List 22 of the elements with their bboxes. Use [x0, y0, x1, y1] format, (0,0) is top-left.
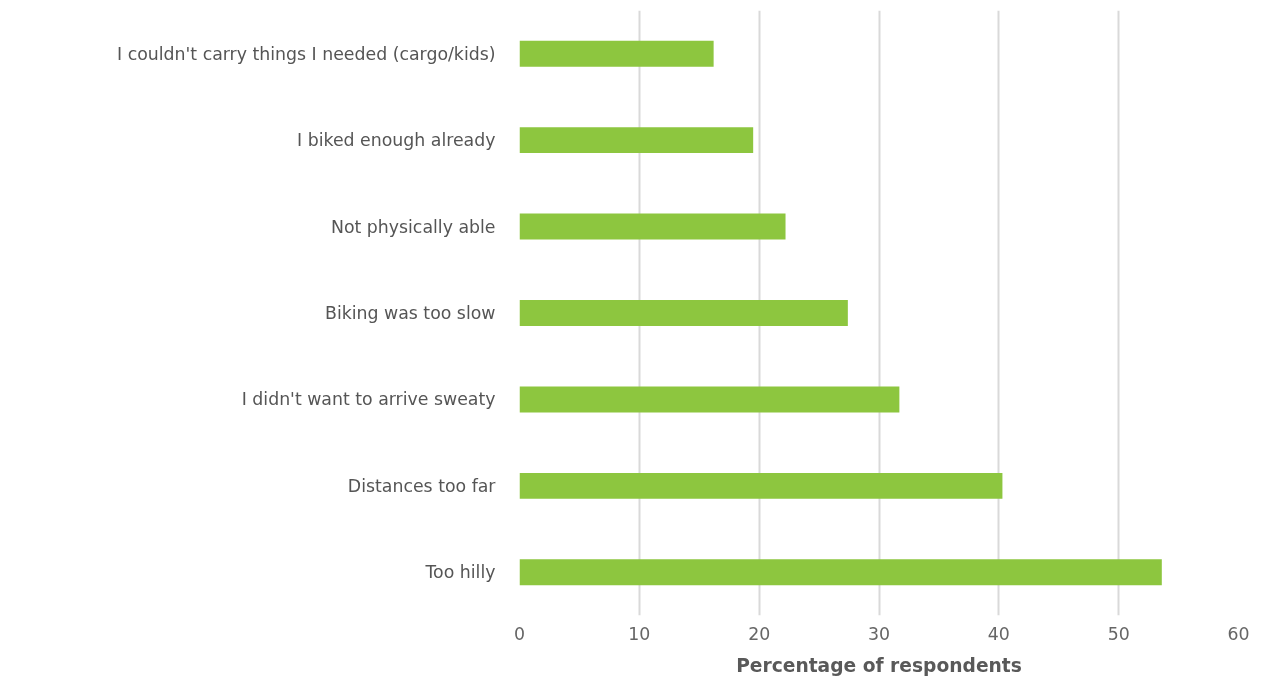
bar — [519, 300, 848, 326]
bar — [519, 386, 900, 413]
x-tick-label: 40 — [987, 623, 1010, 644]
x-tick-label: 30 — [867, 623, 891, 644]
y-tick-label: Distances too far — [347, 475, 497, 496]
x-tick-label: 10 — [628, 623, 651, 644]
bar — [519, 213, 786, 240]
bar — [519, 40, 714, 67]
y-tick-label: I biked enough already — [297, 130, 496, 151]
bar — [519, 472, 1003, 499]
bar — [519, 559, 1162, 586]
x-tick-label: 60 — [1227, 623, 1250, 644]
y-tick-label: Too hilly — [424, 562, 496, 583]
x-tick-label: 50 — [1107, 623, 1130, 644]
x-tick-label: 0 — [513, 623, 526, 644]
x-tick-label: 20 — [748, 623, 771, 644]
y-tick-label: Not physically able — [330, 216, 496, 237]
x-axis-title: Percentage of respondents — [736, 654, 1022, 676]
y-tick-label: I couldn't carry things I needed (cargo/kids) — [117, 43, 496, 64]
y-tick-label: Biking was too slow — [325, 303, 496, 323]
bar — [519, 127, 754, 154]
y-tick-label: I didn't want to arrive sweaty — [241, 389, 496, 410]
